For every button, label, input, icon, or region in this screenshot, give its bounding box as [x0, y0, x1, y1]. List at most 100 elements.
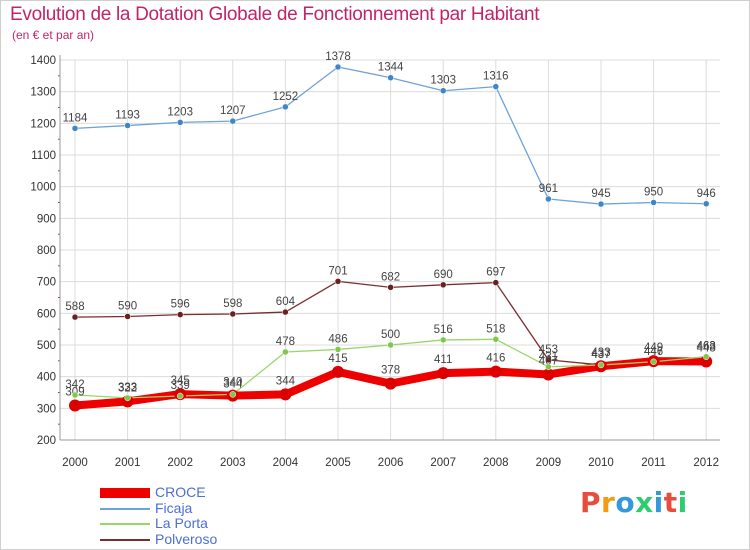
- data-label-la-porta: 518: [486, 323, 505, 335]
- data-point-croce: [384, 377, 397, 390]
- y-tick-label: 300: [37, 403, 56, 415]
- data-point-ficaja: [282, 103, 289, 111]
- y-tick-label: 200: [37, 435, 56, 447]
- data-label-croce: 322: [118, 382, 137, 394]
- data-label-ficaja: 961: [539, 183, 558, 195]
- data-label-la-porta: 516: [434, 324, 453, 336]
- data-label-la-porta: 500: [381, 329, 400, 341]
- data-label-la-porta: 478: [276, 336, 295, 348]
- data-point-ficaja: [71, 125, 79, 132]
- logo-letter: t: [663, 486, 678, 519]
- data-label-ficaja: 950: [644, 187, 663, 199]
- legend-swatch-la-porta: [100, 523, 150, 525]
- data-label-croce: 344: [276, 375, 296, 387]
- data-point-croce: [437, 367, 450, 380]
- legend: CROCE Ficaja La Porta Polveroso: [100, 485, 217, 547]
- data-point-polveroso: [492, 279, 500, 286]
- x-tick-label: 2004: [273, 457, 299, 469]
- legend-swatch-croce: [100, 488, 150, 498]
- y-tick-label: 700: [37, 277, 56, 289]
- y-tick-label: 600: [37, 308, 56, 320]
- data-point-croce: [332, 365, 344, 378]
- y-tick-label: 1300: [30, 87, 56, 99]
- chart-subtitle: (en € et par an): [12, 28, 95, 42]
- data-label-polveroso: 604: [276, 296, 296, 308]
- data-point-ficaja: [650, 199, 657, 206]
- data-point-croce: [279, 388, 292, 401]
- data-point-croce: [542, 368, 555, 381]
- legend-label-polveroso: Polveroso: [155, 530, 218, 547]
- data-label-la-porta: 342: [65, 379, 84, 391]
- data-label-ficaja: 1184: [63, 112, 88, 124]
- data-label-la-porta: 486: [328, 333, 347, 345]
- data-label-croce: 407: [539, 355, 558, 367]
- y-tick-label: 900: [37, 213, 56, 225]
- data-label-croce: 415: [328, 353, 347, 365]
- data-point-croce: [700, 355, 713, 368]
- data-point-la-porta: [334, 346, 342, 353]
- data-point-croce: [489, 365, 502, 378]
- data-label-polveroso: 701: [328, 265, 347, 277]
- legend-swatch-polveroso: [100, 538, 150, 541]
- data-point-polveroso: [439, 281, 447, 289]
- legend-item-croce: CROCE: [100, 485, 217, 501]
- data-point-croce: [69, 399, 81, 412]
- logo-letter: i: [653, 486, 664, 519]
- data-label-polveroso: 590: [118, 301, 137, 313]
- logo-letter: x: [635, 486, 654, 519]
- data-label-la-porta: 431: [539, 351, 558, 363]
- data-point-ficaja: [545, 195, 552, 203]
- x-tick-label: 2010: [588, 457, 614, 469]
- data-point-polveroso: [71, 313, 79, 321]
- data-label-la-porta: 339: [171, 380, 190, 392]
- x-tick-label: 2000: [62, 457, 88, 469]
- legend-item-polveroso: Polveroso: [100, 530, 218, 548]
- data-point-ficaja: [439, 87, 447, 94]
- logo-letter: P: [580, 486, 602, 519]
- data-label-polveroso: 453: [539, 344, 558, 356]
- data-point-ficaja: [702, 200, 710, 208]
- x-tick-label: 2012: [693, 457, 719, 469]
- legend-item-la-porta: La Porta: [100, 516, 217, 532]
- data-point-la-porta: [282, 348, 289, 356]
- data-point-la-porta: [492, 336, 500, 343]
- data-label-ficaja: 945: [591, 188, 610, 200]
- data-point-polveroso: [124, 313, 131, 320]
- data-point-ficaja: [229, 117, 237, 125]
- legend-label-ficaja: Ficaja: [155, 499, 193, 516]
- x-tick-label: 2009: [536, 457, 562, 469]
- data-label-la-porta: 463: [697, 341, 716, 353]
- data-point-ficaja: [176, 119, 184, 126]
- data-label-croce: 416: [486, 353, 505, 365]
- data-label-la-porta: 333: [118, 382, 137, 394]
- proxiti-logo[interactable]: Proxiti: [580, 486, 688, 519]
- data-label-croce: 448: [697, 342, 716, 354]
- data-label-polveroso: 463: [697, 341, 716, 353]
- data-point-la-porta: [387, 341, 394, 349]
- data-point-la-porta: [71, 391, 79, 399]
- data-label-ficaja: 1203: [167, 106, 193, 118]
- x-tick-label: 2006: [378, 457, 404, 469]
- data-point-la-porta: [229, 391, 237, 398]
- logo-letter: o: [615, 486, 636, 519]
- data-point-la-porta: [545, 363, 552, 371]
- data-point-polveroso: [176, 311, 184, 318]
- data-label-polveroso: 596: [171, 299, 190, 311]
- data-label-ficaja: 1378: [325, 51, 351, 63]
- x-tick-label: 2003: [220, 457, 246, 469]
- data-point-polveroso: [545, 356, 552, 364]
- data-label-ficaja: 1303: [430, 75, 456, 87]
- x-tick-label: 2005: [325, 457, 351, 469]
- data-label-polveroso: 690: [434, 269, 453, 281]
- data-label-polveroso: 446: [644, 346, 663, 358]
- data-point-la-porta: [597, 361, 605, 369]
- data-point-ficaja: [597, 200, 605, 208]
- data-label-croce: 378: [381, 365, 400, 377]
- data-point-polveroso: [229, 310, 237, 318]
- data-label-la-porta: 437: [591, 349, 610, 361]
- chart-title: Evolution de la Dotation Globale de Fonc…: [10, 4, 540, 25]
- data-label-ficaja: 1344: [378, 62, 404, 74]
- logo-letter: r: [601, 486, 616, 519]
- data-label-croce: 411: [434, 354, 452, 366]
